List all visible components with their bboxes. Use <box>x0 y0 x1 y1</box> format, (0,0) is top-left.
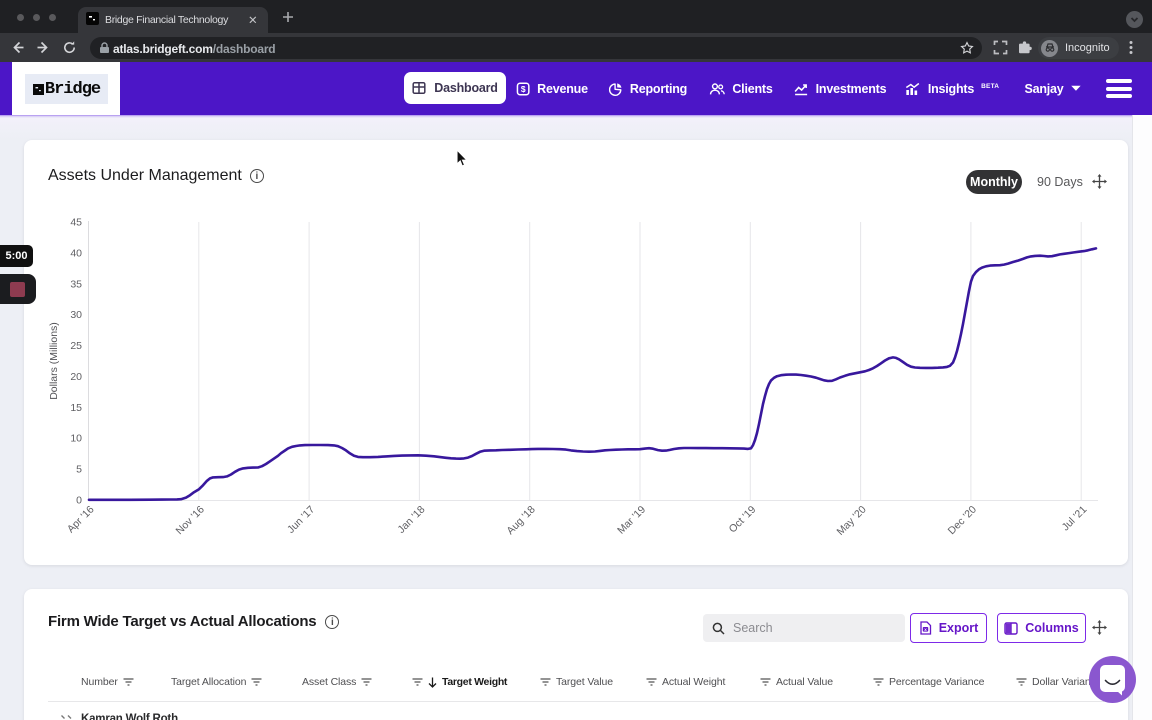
svg-text:Jul '21: Jul '21 <box>1060 504 1090 534</box>
svg-text:May '20: May '20 <box>834 504 868 538</box>
svg-text:5: 5 <box>76 464 82 476</box>
svg-text:Mar '19: Mar '19 <box>615 504 648 537</box>
svg-text:Dollars (Millions): Dollars (Millions) <box>48 322 60 400</box>
svg-text:Nov '16: Nov '16 <box>173 504 207 538</box>
svg-text:0: 0 <box>76 495 82 507</box>
svg-text:Aug '18: Aug '18 <box>504 504 538 538</box>
svg-text:Jun '17: Jun '17 <box>285 504 317 536</box>
svg-text:Jan '18: Jan '18 <box>395 504 427 536</box>
svg-text:Apr '16: Apr '16 <box>65 504 97 536</box>
svg-text:15: 15 <box>70 402 82 414</box>
svg-text:40: 40 <box>70 247 82 259</box>
svg-text:x: x <box>924 627 927 632</box>
svg-text:10: 10 <box>70 433 82 445</box>
svg-text:30: 30 <box>70 309 82 321</box>
svg-text:25: 25 <box>70 340 82 352</box>
svg-text:$: $ <box>521 84 526 94</box>
svg-text:45: 45 <box>70 217 82 229</box>
svg-text:Oct '19: Oct '19 <box>727 504 759 536</box>
svg-text:35: 35 <box>70 278 82 290</box>
svg-text:Dec '20: Dec '20 <box>946 504 980 538</box>
svg-text:20: 20 <box>70 371 82 383</box>
